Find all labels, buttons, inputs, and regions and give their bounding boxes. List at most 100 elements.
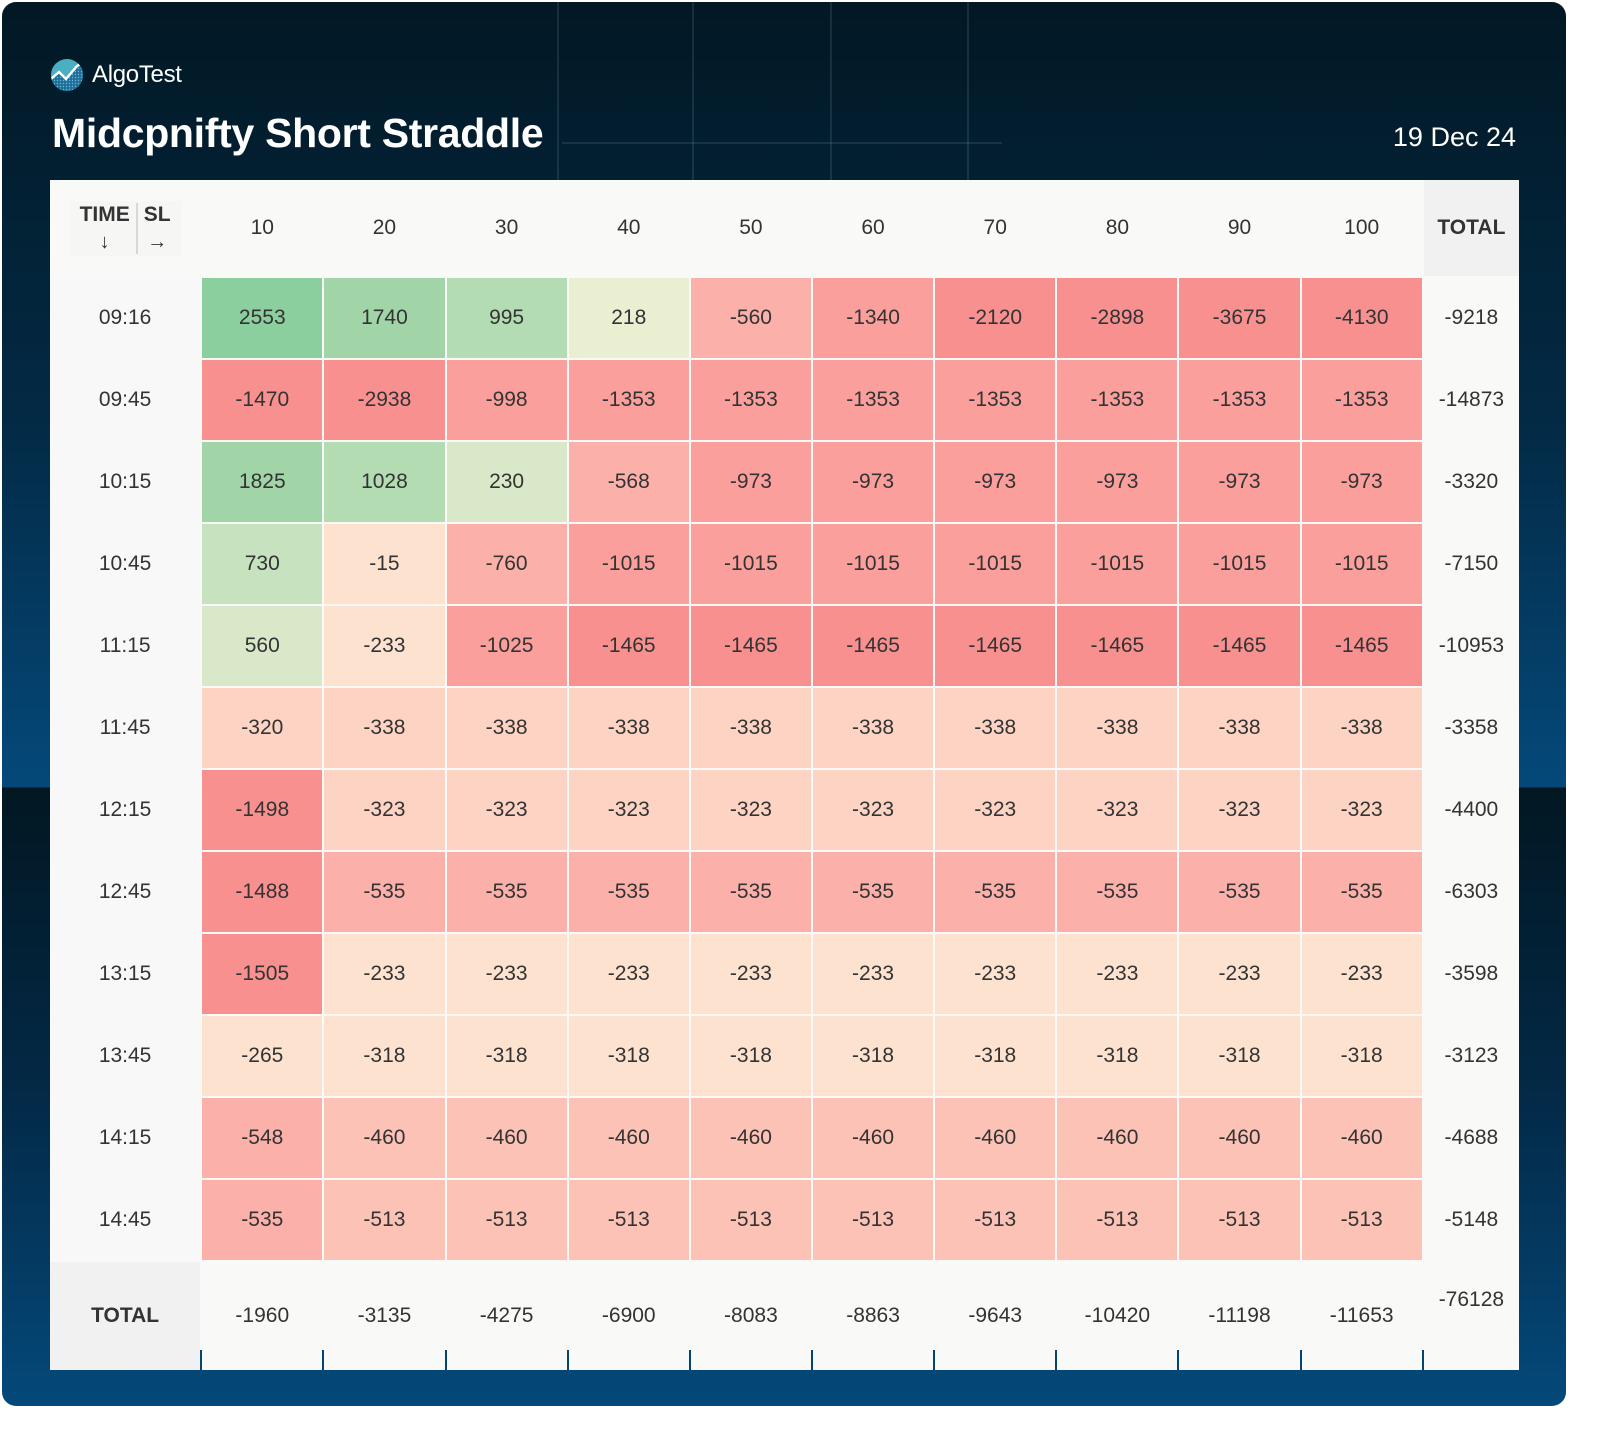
heatmap-cell: 218: [568, 278, 689, 358]
heatmap-cell: -973: [1057, 442, 1178, 522]
column-header-sl-70: 70: [935, 180, 1056, 276]
background-grid-line: [692, 2, 694, 182]
row-label-time: 10:15: [50, 442, 201, 522]
column-total: -4275: [446, 1262, 567, 1370]
heatmap-cell: -1025: [446, 606, 567, 686]
row-total: -4688: [1423, 1098, 1519, 1178]
table-row: 11:15 560 -233 -1025 -1465 -1465 -1465 -1465 -14…: [50, 606, 1519, 686]
column-total: -3135: [324, 1262, 445, 1370]
heatmap-cell: -15: [324, 524, 445, 604]
column-header-sl-10: 10: [202, 180, 323, 276]
heatmap-cell: -1353: [812, 360, 934, 440]
heatmap-cell: -560: [690, 278, 811, 358]
heatmap-cell: 730: [202, 524, 323, 604]
row-total: -6303: [1423, 852, 1519, 932]
column-total: -8083: [690, 1262, 811, 1370]
heatmap-cell: -233: [324, 934, 445, 1014]
row-label-time: 09:45: [50, 360, 201, 440]
heatmap-cell: -1015: [568, 524, 689, 604]
heatmap-cell: -535: [1179, 852, 1300, 932]
heatmap-cell: -2898: [1057, 278, 1178, 358]
heatmap-cell: -338: [1179, 688, 1300, 768]
heatmap-cell: -460: [935, 1098, 1056, 1178]
heatmap-cell: -1488: [202, 852, 323, 932]
column-header-sl-80: 80: [1057, 180, 1178, 276]
background-grid-line: [562, 142, 1002, 144]
heatmap-cell: -233: [568, 934, 689, 1014]
column-header-sl-50: 50: [690, 180, 811, 276]
row-total: -14873: [1423, 360, 1519, 440]
row-axis-label: TIME: [79, 202, 130, 226]
heatmap-cell: -323: [324, 770, 445, 850]
heatmap-cell: -318: [1301, 1016, 1422, 1096]
heatmap-cell: -1353: [690, 360, 811, 440]
heatmap-cell: -513: [1301, 1180, 1422, 1260]
row-label-time: 11:15: [50, 606, 201, 686]
table-row: 13:45 -265 -318 -318 -318 -318 -318 -318 -318 -31…: [50, 1016, 1519, 1096]
row-label-time: 13:45: [50, 1016, 201, 1096]
heatmap-cell: -233: [690, 934, 811, 1014]
heatmap-cell: -1465: [1057, 606, 1178, 686]
row-label-time: 14:15: [50, 1098, 201, 1178]
heatmap-cell: -535: [812, 852, 934, 932]
column-total: -11198: [1179, 1262, 1300, 1370]
heatmap-cell: 230: [446, 442, 567, 522]
heatmap-cell: -233: [935, 934, 1056, 1014]
heatmap-cell: -1465: [935, 606, 1056, 686]
heatmap-cell: -1015: [1057, 524, 1178, 604]
heatmap-cell: -535: [324, 852, 445, 932]
grand-total: -76128: [1423, 1262, 1519, 1370]
heatmap-cell: -1465: [1179, 606, 1300, 686]
heatmap-cell: -265: [202, 1016, 323, 1096]
column-header-sl-100: 100: [1301, 180, 1422, 276]
heatmap-cell: -535: [1057, 852, 1178, 932]
totals-row-label: TOTAL: [50, 1262, 201, 1370]
heatmap-cell: -1465: [690, 606, 811, 686]
heatmap-cell: -318: [446, 1016, 567, 1096]
heatmap-cell: -973: [1179, 442, 1300, 522]
heatmap-cell: -233: [324, 606, 445, 686]
report-date: 19 Dec 24: [1392, 122, 1516, 152]
heatmap-cell: -460: [690, 1098, 811, 1178]
heatmap-cell: -460: [568, 1098, 689, 1178]
heatmap-cell: -460: [1301, 1098, 1422, 1178]
heatmap-cell: 1740: [324, 278, 445, 358]
heatmap-cell: -318: [812, 1016, 934, 1096]
heatmap-cell: -323: [446, 770, 567, 850]
arrow-down-icon: ↓: [99, 230, 110, 253]
heatmap-cell: -513: [1179, 1180, 1300, 1260]
heatmap-cell: -233: [1179, 934, 1300, 1014]
column-header-sl-40: 40: [568, 180, 689, 276]
heatmap-cell: -973: [935, 442, 1056, 522]
axis-legend: TIME ↓ SL →: [69, 200, 181, 256]
row-label-time: 14:45: [50, 1180, 201, 1260]
heatmap-cell: -535: [1301, 852, 1422, 932]
heatmap-cell: -760: [446, 524, 567, 604]
heatmap-cell: -1505: [202, 934, 323, 1014]
arrow-right-icon: →: [147, 230, 168, 253]
heatmap-cell: -338: [446, 688, 567, 768]
heatmap-cell: -3675: [1179, 278, 1300, 358]
heatmap-cell: -1353: [1057, 360, 1178, 440]
header-row: TIME ↓ SL → 10 20 30 40 50 60 70 80 90 100 TOTAL: [50, 180, 1519, 276]
heatmap-cell: 1825: [202, 442, 323, 522]
heatmap-cell: -338: [812, 688, 934, 768]
heatmap-cell: -973: [690, 442, 811, 522]
heatmap-cell: -535: [202, 1180, 323, 1260]
heatmap-cell: -318: [1179, 1016, 1300, 1096]
heatmap-cell: -1465: [1301, 606, 1422, 686]
column-header-sl-60: 60: [812, 180, 934, 276]
heatmap-cell: -323: [1179, 770, 1300, 850]
column-total: -1960: [202, 1262, 323, 1370]
heatmap-cell: -513: [568, 1180, 689, 1260]
heatmap-cell: -1015: [690, 524, 811, 604]
heatmap-cell: -513: [935, 1180, 1056, 1260]
row-label-time: 10:45: [50, 524, 201, 604]
table-row: 09:16 2553 1740 995 218 -560 -1340 -2120 -2898 -3…: [50, 278, 1519, 358]
col-axis-label: SL: [143, 202, 171, 226]
row-label-time: 12:45: [50, 852, 201, 932]
heatmap-cell: -2938: [324, 360, 445, 440]
table-row: 14:45 -535 -513 -513 -513 -513 -513 -513 -513 -51…: [50, 1180, 1519, 1260]
heatmap-cell: -1470: [202, 360, 323, 440]
page-title: Midcpnifty Short Straddle: [52, 110, 544, 156]
